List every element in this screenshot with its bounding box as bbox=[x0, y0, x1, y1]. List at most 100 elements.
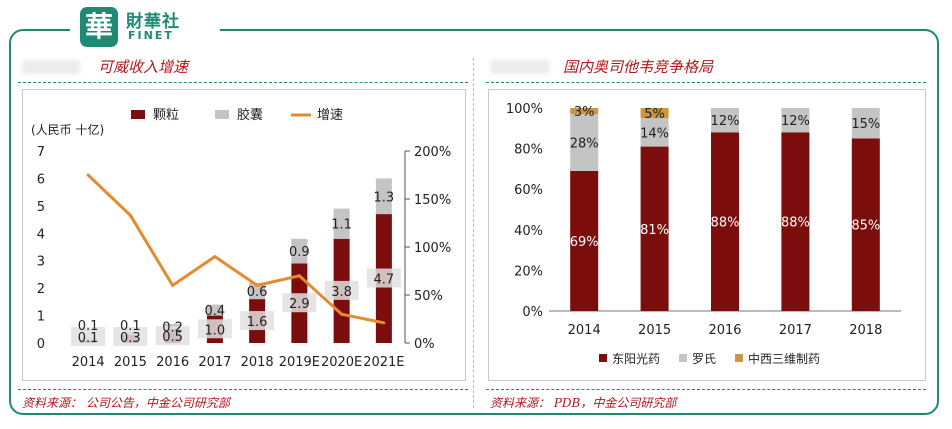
y2-tick-label: 50% bbox=[414, 289, 443, 304]
legend-label-1: 罗氏 bbox=[692, 352, 716, 366]
finet-logo: 華 財華社 FINET bbox=[70, 3, 220, 47]
left-source-rule bbox=[18, 389, 468, 390]
capsule-value-label: 1.1 bbox=[331, 218, 352, 233]
growth-point bbox=[382, 321, 386, 325]
share-value-label: 69% bbox=[570, 235, 599, 250]
y2-tick-label: 200% bbox=[414, 145, 451, 160]
growth-point bbox=[213, 255, 217, 259]
right-chart-panel: 0% 20% 40% 60% 80% 100% 69% 28% 3% 2014 81% 14% 5% 20… bbox=[488, 89, 926, 381]
granule-value-label: 2.9 bbox=[289, 297, 310, 312]
y-tick-label: 7 bbox=[37, 145, 45, 160]
capsule-bar bbox=[249, 282, 266, 300]
granule-label-bg bbox=[366, 268, 401, 288]
y-tick-label: 2 bbox=[37, 282, 45, 297]
capsule-value-label: 0.4 bbox=[205, 304, 226, 319]
growth-point bbox=[340, 312, 344, 316]
x-tick-label: 2016 bbox=[156, 355, 189, 370]
x-tick-label: 2017 bbox=[779, 323, 812, 338]
y-tick-label: 0% bbox=[522, 305, 543, 320]
y-tick-label: 60% bbox=[514, 183, 543, 198]
granule-value-label: 1.0 bbox=[205, 323, 226, 338]
figure-frame bbox=[9, 29, 939, 415]
granule-label-bg bbox=[197, 319, 232, 339]
granule-label-bg bbox=[240, 311, 275, 331]
granule-value-label: 3.8 bbox=[331, 285, 352, 300]
y-tick-label: 100% bbox=[506, 102, 543, 117]
capsule-value-label: 1.3 bbox=[374, 190, 395, 205]
share-bar-0 bbox=[640, 146, 669, 311]
capsule-bar bbox=[291, 238, 308, 264]
capsule-value-label: 0.1 bbox=[120, 319, 141, 334]
growth-point bbox=[128, 213, 132, 217]
panel-divider bbox=[473, 58, 474, 408]
share-bar-0 bbox=[851, 138, 880, 311]
legend-label-2: 中西三维制药 bbox=[748, 351, 820, 366]
logo-chinese: 財華社 bbox=[126, 12, 180, 32]
share-value-label: 12% bbox=[781, 114, 810, 129]
legend-swatch-1 bbox=[215, 110, 229, 119]
y2-tick-label: 0% bbox=[414, 337, 435, 352]
capsule-value-label: 0.2 bbox=[162, 321, 183, 336]
right-title-prefix-blur bbox=[490, 60, 550, 74]
legend-swatch-1 bbox=[679, 354, 687, 362]
share-bar-2 bbox=[570, 108, 599, 115]
share-bar-1 bbox=[570, 114, 599, 171]
legend-label-2: 增速 bbox=[317, 108, 343, 123]
capsule-bar bbox=[333, 208, 350, 239]
granule-value-label: 0.3 bbox=[120, 331, 141, 346]
granule-label-bg bbox=[71, 327, 106, 346]
y-tick-label: 3 bbox=[37, 255, 45, 270]
share-bar-2 bbox=[640, 108, 669, 119]
right-chart-title: 国内奥司他韦竞争格局 bbox=[563, 58, 714, 76]
capsule-bar bbox=[375, 178, 392, 215]
left-title-prefix-blur bbox=[22, 60, 80, 74]
granule-label-bg bbox=[155, 326, 190, 346]
y-tick-label: 6 bbox=[37, 172, 45, 187]
share-bar-1 bbox=[640, 118, 669, 147]
left-chart-title: 可威收入增速 bbox=[98, 58, 189, 76]
x-tick-label: 2015 bbox=[114, 355, 147, 370]
x-tick-label: 2018 bbox=[241, 355, 274, 370]
growth-point bbox=[86, 173, 90, 177]
legend-label-0: 颗粒 bbox=[153, 108, 179, 123]
left-chart-panel: (人民币 十亿) 颗粒 胶囊 增速 0 1 2 3 4 5 6 7 0% 50% 100% 150% 200% 0… bbox=[22, 89, 466, 381]
x-tick-label: 2021E bbox=[363, 355, 404, 370]
y-tick-label: 0 bbox=[37, 337, 45, 352]
legend-swatch-2 bbox=[735, 354, 743, 362]
share-value-label: 88% bbox=[781, 216, 810, 231]
growth-point bbox=[255, 283, 259, 287]
right-source-note: 资料来源： PDB，中金公司研究部 bbox=[490, 396, 677, 410]
y-tick-label: 4 bbox=[37, 227, 45, 242]
y-tick-label: 5 bbox=[37, 200, 45, 215]
share-bar-0 bbox=[711, 132, 739, 311]
share-value-label: 14% bbox=[640, 126, 669, 141]
x-tick-label: 2016 bbox=[708, 323, 741, 338]
share-value-label: 28% bbox=[570, 137, 599, 152]
share-bar-1 bbox=[781, 108, 810, 133]
granule-value-label: 4.7 bbox=[374, 273, 395, 288]
share-bar-1 bbox=[851, 108, 880, 139]
share-value-label: 88% bbox=[711, 216, 740, 231]
legend-swatch-0 bbox=[599, 354, 607, 362]
capsule-bar bbox=[206, 304, 223, 316]
capsule-value-label: 0.1 bbox=[78, 319, 99, 334]
left-chart: (人民币 十亿) 颗粒 胶囊 增速 0 1 2 3 4 5 6 7 0% 50% 100% 150% 200% 0… bbox=[31, 107, 451, 370]
legend-swatch-0 bbox=[131, 110, 145, 119]
granule-value-label: 0.1 bbox=[78, 331, 99, 346]
y-tick-label: 20% bbox=[514, 264, 543, 279]
y2-tick-label: 150% bbox=[414, 193, 451, 208]
x-tick-label: 2015 bbox=[638, 323, 671, 338]
share-value-label: 5% bbox=[644, 107, 665, 122]
granule-value-label: 1.6 bbox=[247, 315, 268, 330]
granule-label-bg bbox=[324, 280, 359, 300]
right-chart: 0% 20% 40% 60% 80% 100% 69% 28% 3% 2014 81% 14% 5% 20… bbox=[506, 102, 901, 366]
right-title-rule bbox=[486, 82, 926, 83]
share-bar-0 bbox=[781, 132, 810, 311]
growth-line bbox=[87, 173, 385, 325]
left-unit-label: (人民币 十亿) bbox=[31, 122, 104, 137]
legend-label-0: 东阳光药 bbox=[612, 352, 660, 366]
share-bar-0 bbox=[570, 170, 599, 311]
y-tick-label: 80% bbox=[514, 143, 543, 158]
share-value-label: 12% bbox=[711, 114, 740, 129]
x-tick-label: 2014 bbox=[72, 355, 105, 370]
